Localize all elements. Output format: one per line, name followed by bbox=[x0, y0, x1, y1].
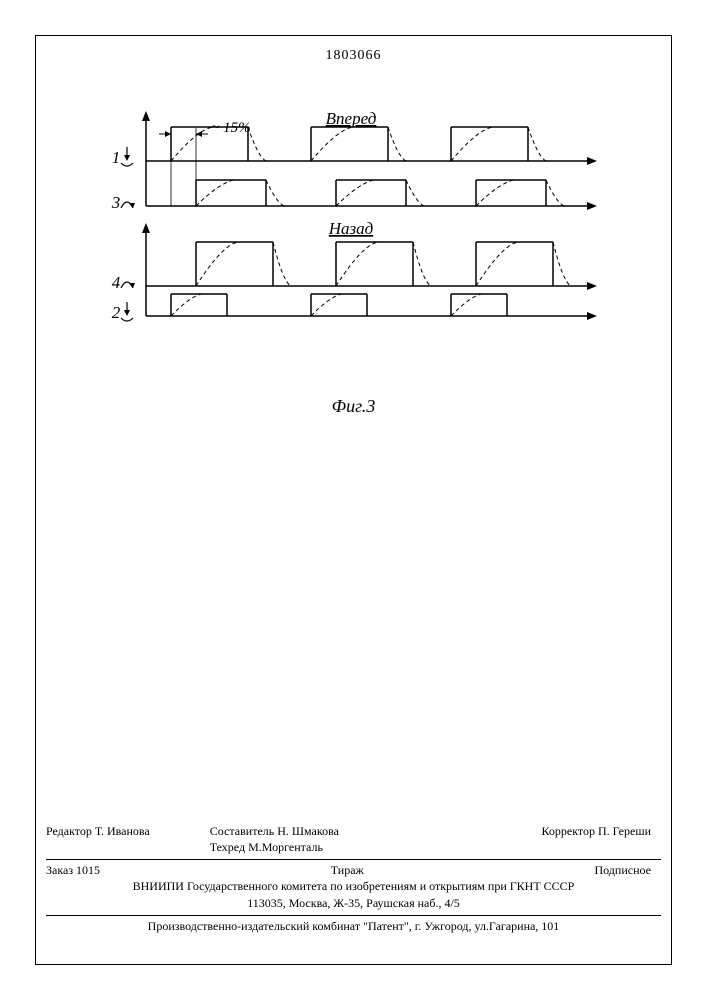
svg-text:~ 15%: ~ 15% bbox=[211, 120, 250, 136]
printer: Производственно-издательский комбинат "П… bbox=[46, 918, 661, 934]
org-address: 113035, Москва, Ж-35, Раушская наб., 4/5 bbox=[46, 895, 661, 911]
figure-caption: Фиг.3 bbox=[332, 396, 376, 417]
timing-diagram: Вперед Назад ~ 15% 1 3 4 2 bbox=[101, 106, 601, 386]
svg-text:1: 1 bbox=[112, 148, 121, 167]
svg-text:Назад: Назад bbox=[328, 219, 374, 238]
patent-number: 1803066 bbox=[326, 48, 382, 64]
tirazh-label: Тираж bbox=[331, 862, 364, 878]
organization: ВНИИПИ Государственного комитета по изоб… bbox=[46, 878, 661, 894]
footer: Редактор Т. Иванова Составитель Н. Шмако… bbox=[46, 823, 661, 934]
editor: Редактор Т. Иванова bbox=[46, 823, 150, 855]
techred: Техред М.Моргенталь bbox=[210, 839, 542, 855]
subscription-label: Подписное bbox=[594, 862, 661, 878]
svg-text:2: 2 bbox=[112, 303, 121, 322]
svg-text:4: 4 bbox=[112, 273, 121, 292]
order-number: Заказ 1015 bbox=[46, 862, 100, 878]
svg-text:Вперед: Вперед bbox=[326, 109, 377, 128]
compiler: Составитель Н. Шмакова bbox=[210, 823, 542, 839]
corrector: Корректор П. Гереши bbox=[541, 823, 661, 855]
svg-text:3: 3 bbox=[111, 193, 121, 212]
